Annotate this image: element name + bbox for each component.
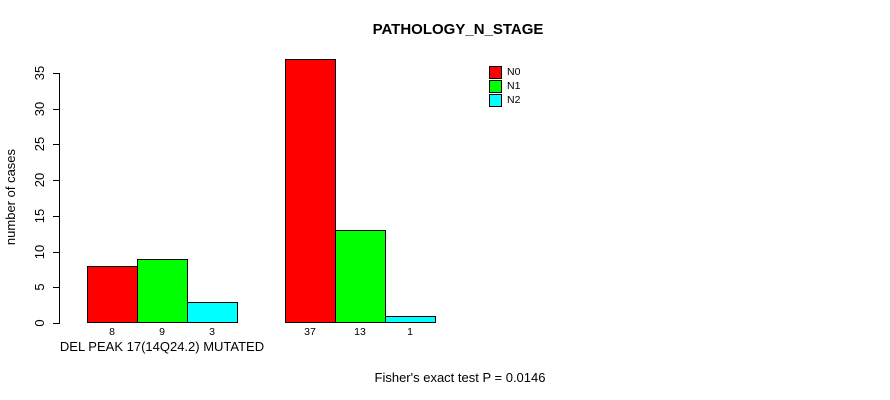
y-tick-mark: [53, 252, 60, 253]
legend-swatch-n1: [489, 80, 502, 93]
legend-label: N1: [507, 80, 521, 92]
y-axis-title: number of cases: [3, 148, 18, 246]
y-tick-label: 15: [32, 208, 47, 224]
bar-n0-group2: [285, 59, 336, 323]
y-tick-mark: [53, 144, 60, 145]
y-tick-label: 5: [32, 283, 47, 291]
bar-value-label: 13: [354, 326, 366, 338]
y-tick-label: 20: [32, 172, 47, 188]
bar-value-label: 1: [407, 326, 413, 338]
y-tick-label: 35: [32, 65, 47, 81]
bar-n1-group1: [137, 259, 188, 323]
legend-swatch-n0: [489, 66, 502, 79]
legend-label: N0: [507, 66, 521, 78]
y-tick-label: 25: [32, 136, 47, 152]
y-tick-mark: [53, 180, 60, 181]
bar-n0-group1: [87, 266, 138, 323]
legend-label: N2: [507, 94, 521, 106]
legend-item-n0: N0: [489, 66, 520, 79]
legend: N0 N1 N2: [489, 66, 520, 107]
y-tick-mark: [53, 73, 60, 74]
y-tick-mark: [53, 323, 60, 324]
y-tick-label: 30: [32, 101, 47, 117]
y-tick-label: 10: [32, 244, 47, 260]
bar-n2-group2: [385, 316, 436, 323]
y-tick-mark: [53, 109, 60, 110]
group-label: DEL PEAK 17(14Q24.2) MUTATED: [59, 339, 265, 354]
bar-value-label: 3: [209, 326, 215, 338]
y-axis-line: [59, 73, 60, 324]
bar-n1-group2: [335, 230, 386, 323]
bar-value-label: 37: [304, 326, 316, 338]
chart-title: PATHOLOGY_N_STAGE: [372, 21, 544, 38]
footer-annotation: Fisher's exact test P = 0.0146: [374, 370, 546, 385]
legend-swatch-n2: [489, 94, 502, 107]
y-tick-label: 0: [32, 319, 47, 327]
y-tick-mark: [53, 216, 60, 217]
legend-item-n1: N1: [489, 80, 520, 93]
bar-n2-group1: [187, 302, 238, 323]
bar-value-label: 8: [109, 326, 115, 338]
legend-item-n2: N2: [489, 94, 520, 107]
y-tick-mark: [53, 287, 60, 288]
bar-value-label: 9: [159, 326, 165, 338]
